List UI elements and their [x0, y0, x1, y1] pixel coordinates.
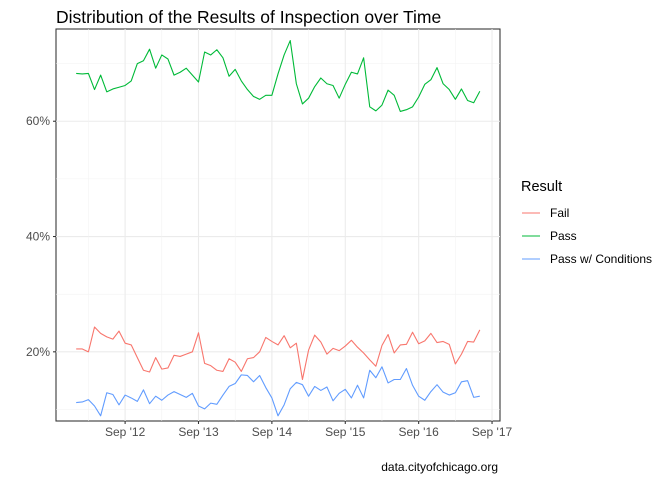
x-tick-label: Sep '12 [105, 425, 146, 439]
y-tick-label: 40% [26, 230, 50, 244]
series-line-fail [76, 326, 481, 381]
x-tick-label: Sep '14 [252, 425, 293, 439]
series-line-pass [76, 39, 481, 112]
legend-title: Result [521, 179, 562, 195]
x-tick-label: Sep '15 [325, 425, 366, 439]
chart-title: Distribution of the Results of Inspectio… [56, 7, 441, 27]
grid-lines [56, 29, 500, 421]
plot-panel [55, 28, 501, 422]
legend: Result Fail Pass Pass w/ Conditions [521, 179, 652, 266]
y-tick-label: 60% [26, 114, 50, 128]
legend-label-pass: Pass [550, 229, 577, 243]
y-tick-label: 20% [26, 345, 50, 359]
x-tick-label: Sep '17 [472, 425, 513, 439]
series-line-pass-w-conditions [76, 366, 480, 417]
legend-label-fail: Fail [550, 206, 569, 220]
chart-caption: data.cityofchicago.org [381, 460, 498, 474]
x-tick-label: Sep '16 [398, 425, 439, 439]
legend-label-pass-w-conditions: Pass w/ Conditions [550, 252, 652, 266]
data-series [76, 39, 481, 417]
x-tick-label: Sep '13 [178, 425, 219, 439]
axes: 20% 40% 60% Sep '12 Sep '13 Sep '14 Sep '15 Sep… [26, 114, 513, 439]
